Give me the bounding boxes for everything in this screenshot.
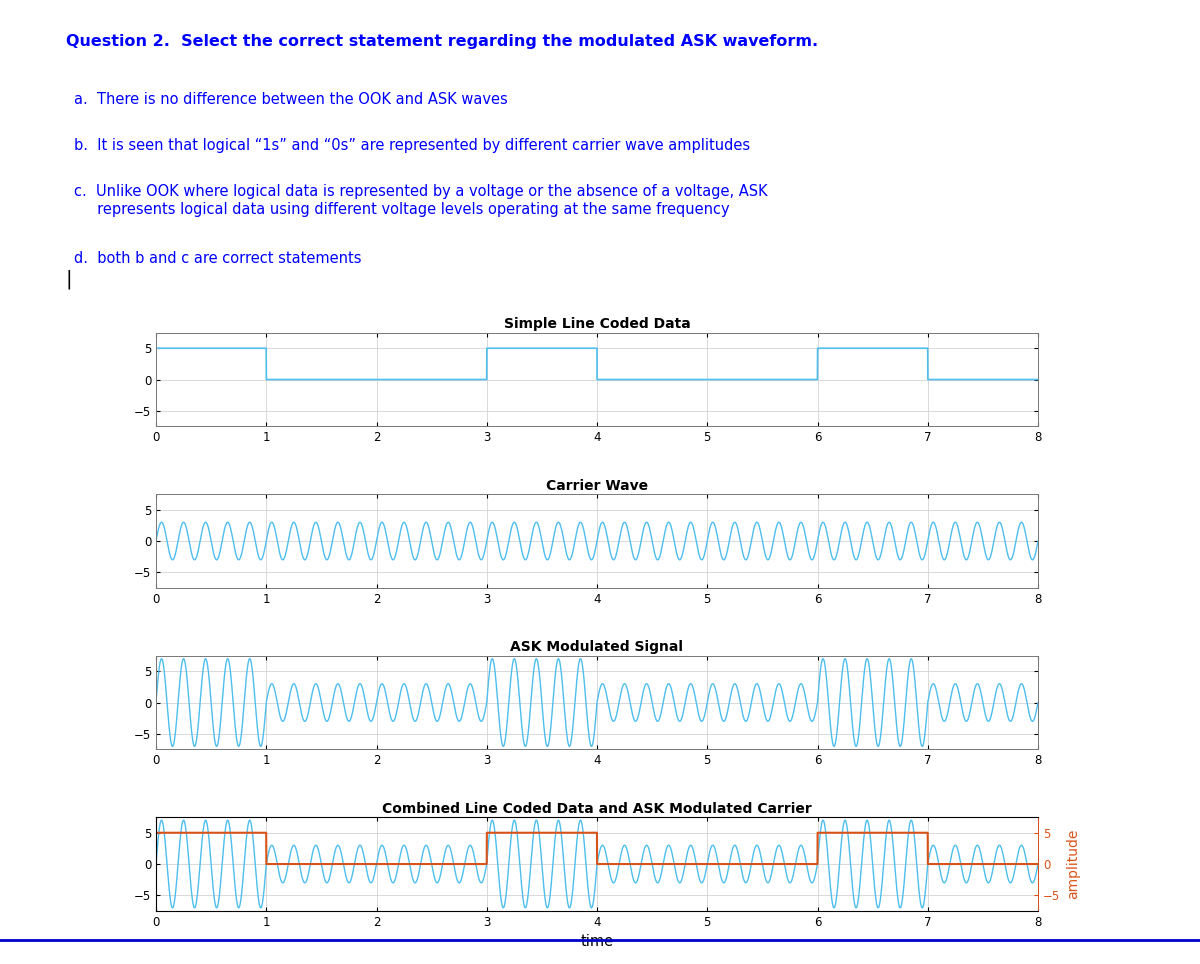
Text: d.  both b and c are correct statements: d. both b and c are correct statements [74,251,362,266]
Title: Combined Line Coded Data and ASK Modulated Carrier: Combined Line Coded Data and ASK Modulat… [382,802,812,816]
Title: Carrier Wave: Carrier Wave [546,479,648,493]
Text: a.  There is no difference between the OOK and ASK waves: a. There is no difference between the OO… [74,92,508,107]
Text: Question 2.  Select the correct statement regarding the modulated ASK waveform.: Question 2. Select the correct statement… [66,34,818,49]
Text: |: | [66,270,73,289]
Title: ASK Modulated Signal: ASK Modulated Signal [510,640,684,655]
Title: Simple Line Coded Data: Simple Line Coded Data [504,317,690,332]
Y-axis label: amplitude: amplitude [1066,829,1080,899]
X-axis label: time: time [581,934,613,950]
Text: c.  Unlike OOK where logical data is represented by a voltage or the absence of : c. Unlike OOK where logical data is repr… [74,184,768,217]
Text: b.  It is seen that logical “1s” and “0s” are represented by different carrier w: b. It is seen that logical “1s” and “0s”… [74,138,750,153]
